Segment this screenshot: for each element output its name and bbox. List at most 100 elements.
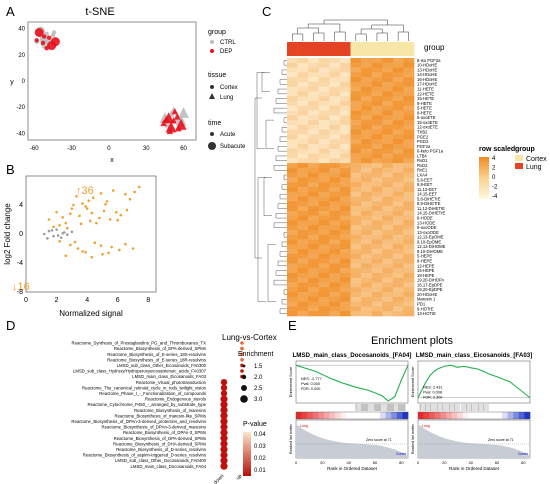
ma-point [124, 242, 127, 246]
heat-cell [361, 72, 372, 78]
heat-row-label: 11,12-EET [417, 187, 437, 192]
ma-point [65, 233, 69, 237]
heat-legend-ticks: 4 2 0 -2 -4 [492, 156, 498, 200]
heat-row-label: 6-keto PGF1a [417, 149, 444, 154]
ma-point [56, 234, 60, 237]
legend-ctrl-label: CTRL [220, 40, 236, 46]
heat-cell [361, 239, 372, 245]
ma-point [65, 226, 69, 230]
heat-legend-tick: 4 [492, 156, 496, 162]
tsne-ytick: 0 [22, 79, 26, 85]
heat-legend-tick: -4 [492, 194, 498, 200]
dot-category-label: LMSD_main_class_Eicosanoids_FA03 [132, 374, 206, 379]
legend-cortex-label: Cortex [220, 85, 238, 91]
heat-cell [308, 268, 320, 274]
gsea-plot-title: LMSD_main_class_Eicosanoids_[FA03] [416, 352, 533, 359]
dot-category-labels: Reactome_Synthesis_of_Prostaglandins_PG_… [71, 341, 206, 469]
heat-cell [350, 253, 362, 259]
dot-category-label: Reactome_Cytochrome_P450_-_arranged_by_s… [88, 402, 207, 407]
heat-cell [287, 105, 298, 111]
heat-cell [329, 172, 341, 178]
heat-cell [403, 58, 415, 64]
heat-cell [297, 148, 309, 154]
ma-ytick: 4 [19, 202, 23, 209]
col-group-cell [339, 42, 351, 56]
heat-cell [287, 101, 298, 107]
heat-cell [403, 210, 415, 216]
heat-cell [371, 153, 383, 159]
heat-cell [392, 201, 404, 207]
heat-cell [382, 67, 394, 73]
rank-color-cell [335, 412, 342, 419]
es-stat: FDR: 0.000 [301, 387, 320, 391]
ma-point [70, 207, 74, 210]
heat-cell [339, 167, 351, 173]
heat-cell [350, 177, 362, 183]
heat-cell [297, 72, 309, 78]
heat-cell [308, 86, 320, 92]
heat-cell [339, 210, 351, 216]
heat-cell [318, 62, 330, 68]
heat-cell [350, 258, 362, 264]
heat-cell [361, 96, 372, 102]
heat-cell [287, 163, 298, 169]
es-stat: Pval: 0.000 [301, 382, 320, 386]
rank-color-cell [346, 412, 353, 419]
heat-cell [287, 144, 298, 150]
heat-cell [329, 167, 341, 173]
ma-point [128, 197, 132, 201]
heat-cell [382, 158, 394, 164]
legend-group-title: group [208, 29, 226, 36]
rank-color-cell [462, 412, 469, 419]
heat-cell [297, 206, 309, 212]
heat-cell [371, 124, 383, 130]
dot-category-label: Reactome_The_canonical_retinoid_cycle_in… [82, 385, 207, 390]
dot-category-label: Reactome_Endogenous_sterols [145, 397, 206, 402]
heat-cell [318, 120, 330, 126]
heat-cell [287, 96, 298, 102]
heat-cell [329, 249, 341, 255]
heat-cell [392, 287, 404, 293]
heat-cell [371, 273, 383, 279]
panel-label-c: C [262, 4, 271, 19]
ma-down-count: ↓16 [12, 281, 30, 293]
heat-cell [318, 196, 330, 202]
heat-cell [329, 101, 341, 107]
heat-cell [361, 148, 372, 154]
heat-cell [287, 182, 298, 188]
legend-time-title: time [208, 120, 221, 127]
heat-cell [329, 296, 341, 302]
heat-cell [308, 244, 320, 250]
rank-ylabel: Ranked list metric [289, 424, 293, 454]
heat-cell [318, 167, 330, 173]
heat-cell [361, 91, 372, 97]
heat-cell [297, 234, 309, 240]
ma-frame [25, 175, 157, 293]
heat-cell [350, 187, 362, 193]
heat-cell [339, 273, 351, 279]
ma-point [124, 192, 127, 196]
heat-cell [371, 81, 383, 87]
dendro-link [279, 193, 287, 200]
heat-cell [308, 67, 320, 73]
dendro-link [283, 117, 287, 123]
heat-cell [329, 258, 341, 264]
heat-cell [382, 268, 394, 274]
heat-cell [287, 134, 298, 140]
heat-cell [403, 139, 415, 145]
heat-cell [392, 187, 404, 193]
heat-cell [339, 139, 351, 145]
heat-row-label: 13-HODE [417, 220, 435, 225]
dendro-link [277, 146, 287, 152]
heat-cell [318, 163, 330, 169]
dot-category-label: Reactome_Synthesis_of_Prostaglandins_PG_… [72, 341, 207, 346]
ma-point [64, 254, 68, 258]
legend-ctrl-swatch [210, 40, 214, 44]
heat-cell [392, 244, 404, 250]
dot-category-label: LMSD_sub_class_Other_Eicosanoids_FA0300 [117, 363, 207, 368]
heat-cell [297, 91, 309, 97]
ma-point [52, 225, 55, 229]
heat-cell [382, 167, 394, 173]
heat-row-label: 19,20-EpDPE [417, 287, 443, 292]
